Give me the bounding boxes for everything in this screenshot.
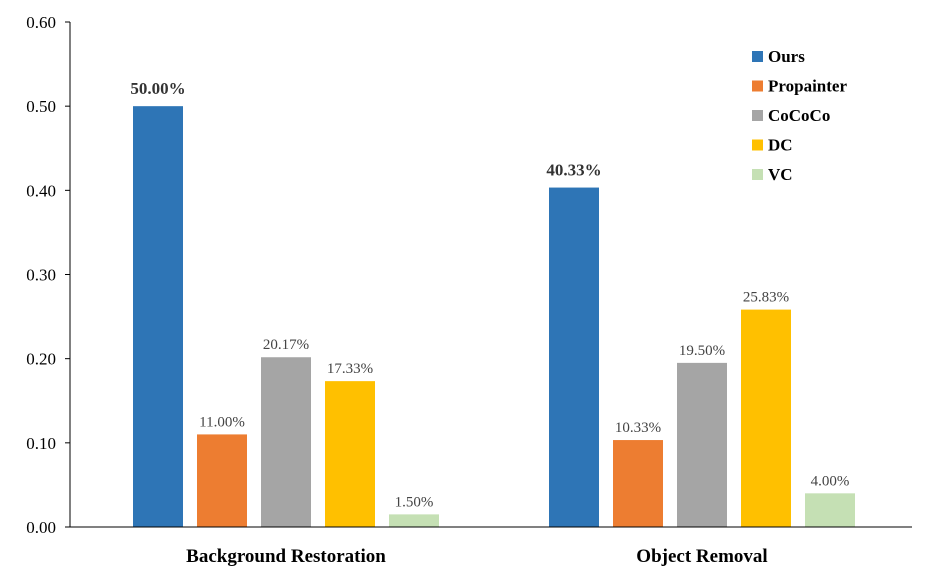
legend-swatch-ours bbox=[752, 51, 763, 62]
legend-swatch-dc bbox=[752, 139, 763, 151]
bar-dc-object-removal bbox=[741, 309, 791, 527]
legend-label: Propainter bbox=[768, 77, 847, 96]
y-tick-label: 0.10 bbox=[26, 434, 56, 453]
data-label: 10.33% bbox=[615, 420, 661, 436]
data-label: 11.00% bbox=[199, 414, 245, 430]
x-axis: Background Restoration Object Removal bbox=[70, 526, 912, 567]
y-tick-label: 0.40 bbox=[26, 181, 56, 200]
bars: 50.00% 11.00% 20.17% 17.33% 1.50% 40.33% 10.33… bbox=[130, 79, 855, 528]
bar-cococo-background-restoration bbox=[261, 357, 311, 527]
bar-propainter-object-removal bbox=[613, 440, 663, 527]
data-label: 17.33% bbox=[327, 361, 373, 377]
bar-vc-background-restoration bbox=[389, 514, 439, 527]
y-tick-label: 0.00 bbox=[26, 518, 56, 537]
data-label: 40.33% bbox=[546, 161, 601, 180]
legend: Ours Propainter CoCoCo DC VC bbox=[752, 47, 847, 184]
data-label: 1.50% bbox=[395, 494, 434, 510]
data-label: 20.17% bbox=[263, 337, 309, 353]
x-category-label: Background Restoration bbox=[186, 546, 386, 567]
legend-swatch-vc bbox=[752, 169, 763, 180]
legend-label: CoCoCo bbox=[768, 106, 830, 125]
data-label: 50.00% bbox=[130, 79, 185, 98]
bar-cococo-object-removal bbox=[677, 362, 727, 527]
legend-swatch-propainter bbox=[752, 80, 763, 92]
bar-vc-object-removal bbox=[805, 493, 855, 527]
legend-label: DC bbox=[768, 136, 793, 155]
bar-ours-background-restoration bbox=[133, 106, 183, 528]
legend-label: Ours bbox=[768, 47, 805, 66]
y-axis: 0.00 0.10 0.20 0.30 0.40 0.50 0.60 bbox=[26, 13, 71, 537]
bar-ours-object-removal bbox=[549, 187, 599, 527]
y-tick-label: 0.20 bbox=[26, 350, 56, 369]
legend-label: VC bbox=[768, 165, 793, 184]
data-label: 19.50% bbox=[679, 343, 725, 359]
y-tick-label: 0.60 bbox=[26, 13, 56, 32]
legend-swatch-cococo bbox=[752, 110, 763, 121]
x-category-label: Object Removal bbox=[636, 546, 767, 567]
bar-dc-background-restoration bbox=[325, 381, 375, 527]
y-tick-label: 0.50 bbox=[26, 97, 56, 116]
y-tick-label: 0.30 bbox=[26, 266, 56, 285]
data-label: 25.83% bbox=[743, 290, 789, 306]
bar-propainter-background-restoration bbox=[197, 434, 247, 527]
data-label: 4.00% bbox=[811, 473, 850, 489]
